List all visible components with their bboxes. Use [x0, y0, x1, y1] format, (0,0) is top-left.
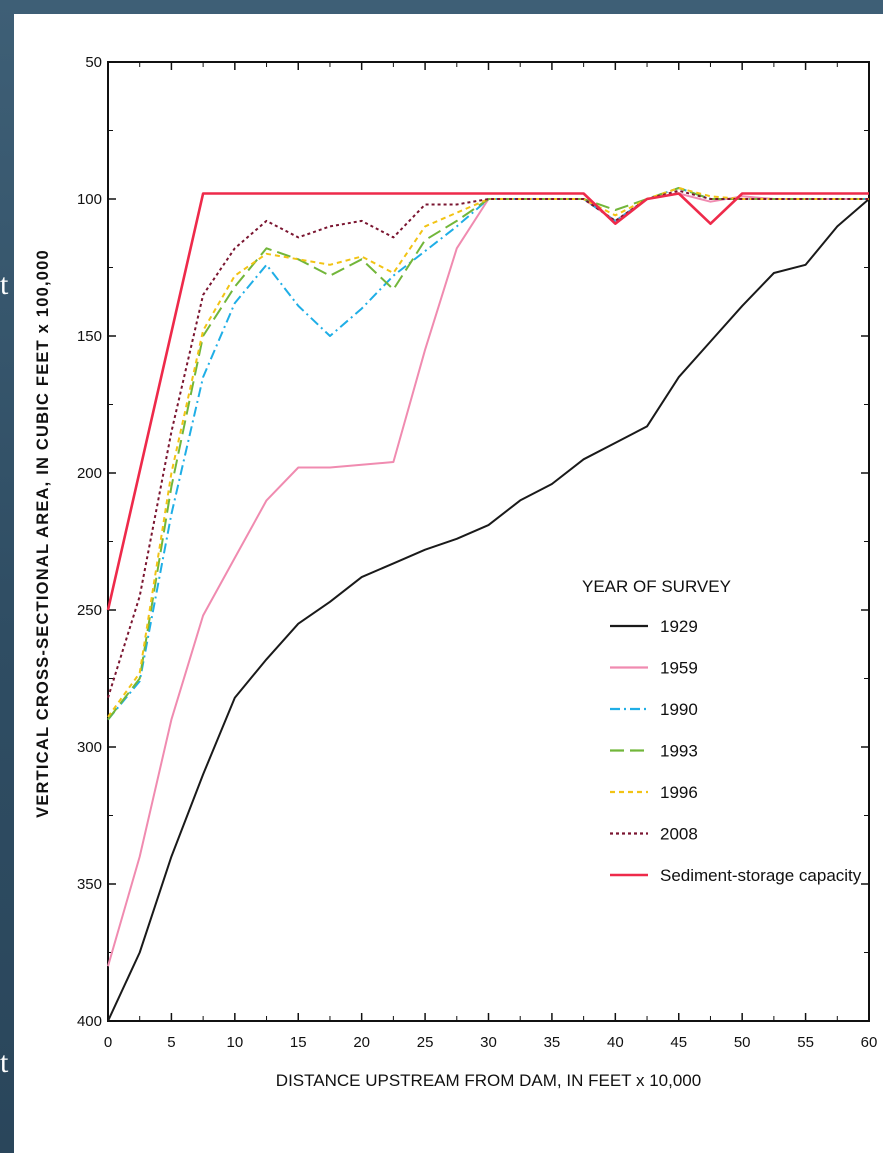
legend-label: Sediment-storage capacity — [660, 866, 862, 885]
series-line-1959 — [107, 192, 869, 967]
legend-label: 1993 — [660, 742, 698, 761]
y-tick-label: 400 — [77, 1013, 102, 1030]
line-chart: 0 5 10 15 20 25 30 35 40 45 50 55 60 50 100 150 200 250 30… — [34, 54, 878, 1090]
y-tick-label: 350 — [77, 876, 102, 893]
series-line-sediment-storage-capacity — [106, 192, 869, 611]
x-tick-label: 20 — [353, 1034, 370, 1051]
legend-title: YEAR OF SURVEY — [582, 577, 731, 596]
legend-label: 1959 — [660, 659, 698, 678]
x-tick-label: 10 — [226, 1034, 243, 1051]
legend-label: 2008 — [660, 825, 698, 844]
legend-label: 1990 — [660, 700, 698, 719]
x-tick-label: 30 — [480, 1034, 497, 1051]
series-line-1996 — [107, 187, 869, 718]
y-tick-label: 300 — [77, 739, 102, 756]
x-tick-label: 35 — [544, 1034, 561, 1051]
x-axis-title: DISTANCE UPSTREAM FROM DAM, IN FEET x 10… — [276, 1071, 701, 1090]
series-line-1929 — [107, 198, 870, 1022]
background-text-fragment: t — [0, 1046, 9, 1079]
x-tick-label: 55 — [797, 1034, 814, 1051]
series-line-1990 — [107, 187, 869, 721]
x-tick-label: 60 — [861, 1034, 878, 1051]
x-tick-label: 25 — [417, 1034, 434, 1051]
x-tick-label: 15 — [290, 1034, 307, 1051]
y-tick-label: 150 — [77, 328, 102, 345]
chart-figure: 0 5 10 15 20 25 30 35 40 45 50 55 60 50 100 150 200 250 30… — [14, 14, 883, 1153]
y-axis-title: VERTICAL CROSS-SECTIONAL AREA, IN CUBIC … — [34, 249, 52, 818]
series-line-2008 — [107, 189, 869, 698]
y-tick-label: 250 — [77, 602, 102, 619]
y-tick-label: 50 — [85, 54, 102, 71]
x-tick-label: 5 — [167, 1034, 175, 1051]
legend-label: 1996 — [660, 783, 698, 802]
x-tick-label: 40 — [607, 1034, 624, 1051]
legend-label: 1929 — [660, 617, 698, 636]
y-tick-label: 100 — [77, 191, 102, 208]
x-tick-label: 50 — [734, 1034, 751, 1051]
y-tick-label: 200 — [77, 465, 102, 482]
x-tick-label: 45 — [670, 1034, 687, 1051]
background-text-fragment: t — [0, 268, 9, 301]
series-line-1993 — [107, 187, 869, 721]
x-tick-label: 0 — [104, 1034, 112, 1051]
